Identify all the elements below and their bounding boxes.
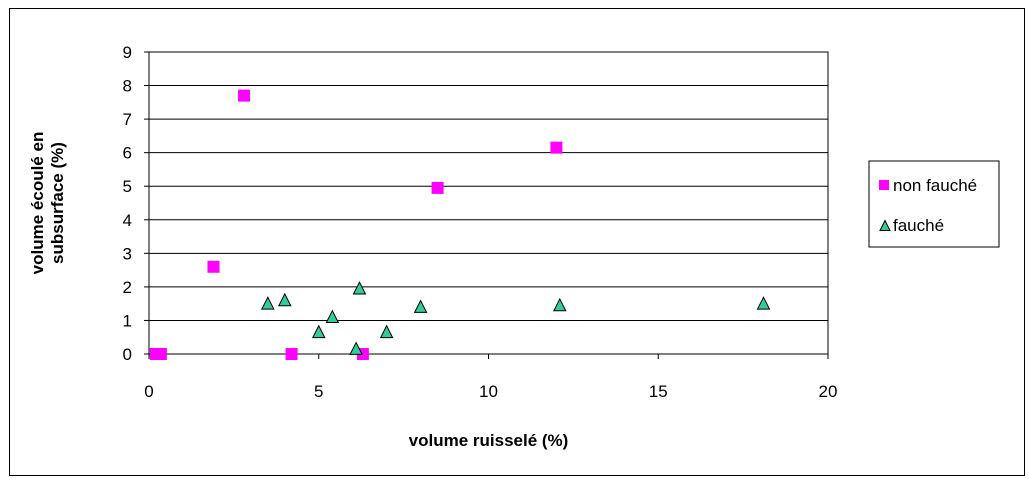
point-fauche xyxy=(552,297,567,312)
grid-lines xyxy=(149,51,828,355)
y-tick-label: 6 xyxy=(123,144,132,163)
legend-marker-fauche xyxy=(879,219,891,231)
point-fauche xyxy=(349,341,363,355)
y-axis-ticks: 0 1 2 3 4 5 6 7 8 9 xyxy=(123,43,149,364)
x-axis-title: volume ruisselé (%) xyxy=(409,431,569,450)
point-non-fauche xyxy=(431,181,444,194)
x-tick-label: 0 xyxy=(144,382,153,401)
y-tick-label: 4 xyxy=(123,211,132,230)
point-non-fauche xyxy=(207,260,220,273)
y-axis-title-line-2: subsurface (%) xyxy=(48,142,67,264)
legend-label-non-fauche: non fauché xyxy=(893,176,977,195)
y-tick-label: 3 xyxy=(123,244,132,263)
legend-box xyxy=(868,160,1000,248)
point-fauche xyxy=(413,299,428,313)
legend-marker-non-fauche xyxy=(879,180,889,190)
x-tick-label: 20 xyxy=(819,382,838,401)
point-fauche xyxy=(352,281,367,295)
x-tick-label: 15 xyxy=(649,382,668,401)
y-tick-label: 2 xyxy=(123,278,132,297)
data-points xyxy=(149,89,771,360)
point-non-fauche xyxy=(550,141,563,154)
y-tick-label: 7 xyxy=(123,110,132,129)
plot-area xyxy=(148,51,829,355)
y-tick-label: 9 xyxy=(123,43,132,62)
y-tick-label: 0 xyxy=(123,345,132,364)
y-axis-title: volume écoulé en subsurface (%) xyxy=(28,132,67,275)
y-tick-label: 5 xyxy=(123,177,132,196)
y-tick-label: 8 xyxy=(123,77,132,96)
x-axis-ticks: 0 5 10 15 20 xyxy=(144,354,837,401)
point-fauche xyxy=(379,324,394,339)
point-fauche xyxy=(277,292,292,307)
point-non-fauche xyxy=(238,89,251,102)
point-fauche xyxy=(261,296,275,310)
x-tick-label: 10 xyxy=(479,382,498,401)
point-fauche xyxy=(311,324,326,339)
y-axis-title-line-1: volume écoulé en xyxy=(28,132,47,275)
legend: non fauché fauché xyxy=(868,160,1000,248)
y-tick-label: 1 xyxy=(123,311,132,330)
point-non-fauche xyxy=(154,348,167,360)
legend-label-fauche: fauché xyxy=(893,216,944,235)
point-fauche xyxy=(325,309,340,323)
x-tick-label: 5 xyxy=(314,382,323,401)
point-non-fauche xyxy=(285,348,298,360)
point-fauche xyxy=(756,296,771,310)
